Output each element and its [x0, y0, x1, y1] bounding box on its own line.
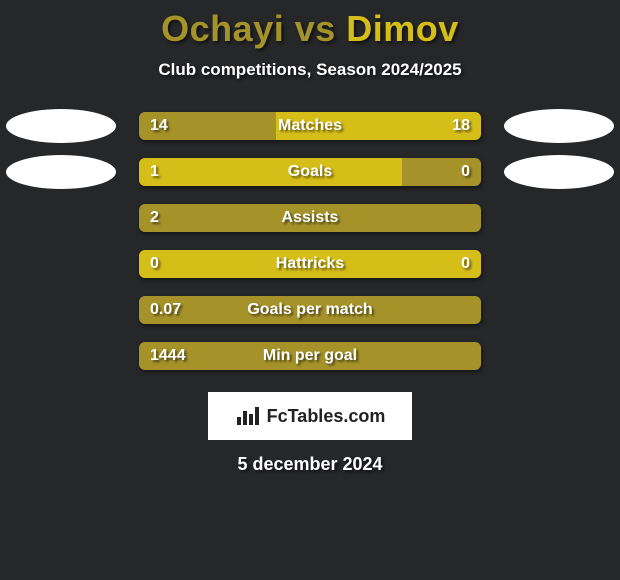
stat-bar	[139, 296, 481, 324]
vs-separator: vs	[295, 8, 336, 49]
stat-bar	[139, 158, 481, 186]
player-right-name: Dimov	[346, 8, 459, 49]
stat-row: Min per goal1444	[0, 342, 620, 388]
stat-bar-fill-left	[139, 158, 402, 186]
stat-value-right: 0	[461, 158, 470, 186]
player-left-avatar	[6, 155, 116, 189]
bar-chart-icon	[235, 405, 261, 427]
player-right-avatar	[504, 109, 614, 143]
player-left-avatar	[6, 109, 116, 143]
stat-row: Goals10	[0, 158, 620, 204]
stat-bar	[139, 342, 481, 370]
stat-row: Goals per match0.07	[0, 296, 620, 342]
stat-row: Matches1418	[0, 112, 620, 158]
comparison-title: Ochayi vs Dimov	[0, 0, 620, 50]
stats-container: Matches1418Goals10Assists2Hattricks00Goa…	[0, 112, 620, 388]
stat-bar	[139, 112, 481, 140]
stat-value-right: 0	[461, 250, 470, 278]
site-logo-badge: FcTables.com	[208, 392, 412, 440]
stat-value-left: 1444	[150, 342, 186, 370]
stat-bar-fill-left	[139, 250, 481, 278]
player-left-name: Ochayi	[161, 8, 284, 49]
stat-bar	[139, 250, 481, 278]
stat-value-left: 14	[150, 112, 168, 140]
player-right-avatar	[504, 155, 614, 189]
stat-bar-fill-right	[276, 112, 481, 140]
stat-value-right: 18	[452, 112, 470, 140]
stat-value-left: 0	[150, 250, 159, 278]
stat-row: Hattricks00	[0, 250, 620, 296]
stat-row: Assists2	[0, 204, 620, 250]
stat-value-left: 0.07	[150, 296, 181, 324]
subtitle: Club competitions, Season 2024/2025	[0, 60, 620, 80]
date-label: 5 december 2024	[0, 454, 620, 475]
stat-value-left: 1	[150, 158, 159, 186]
stat-value-left: 2	[150, 204, 159, 232]
stat-bar	[139, 204, 481, 232]
logo-text: FcTables.com	[267, 406, 386, 427]
